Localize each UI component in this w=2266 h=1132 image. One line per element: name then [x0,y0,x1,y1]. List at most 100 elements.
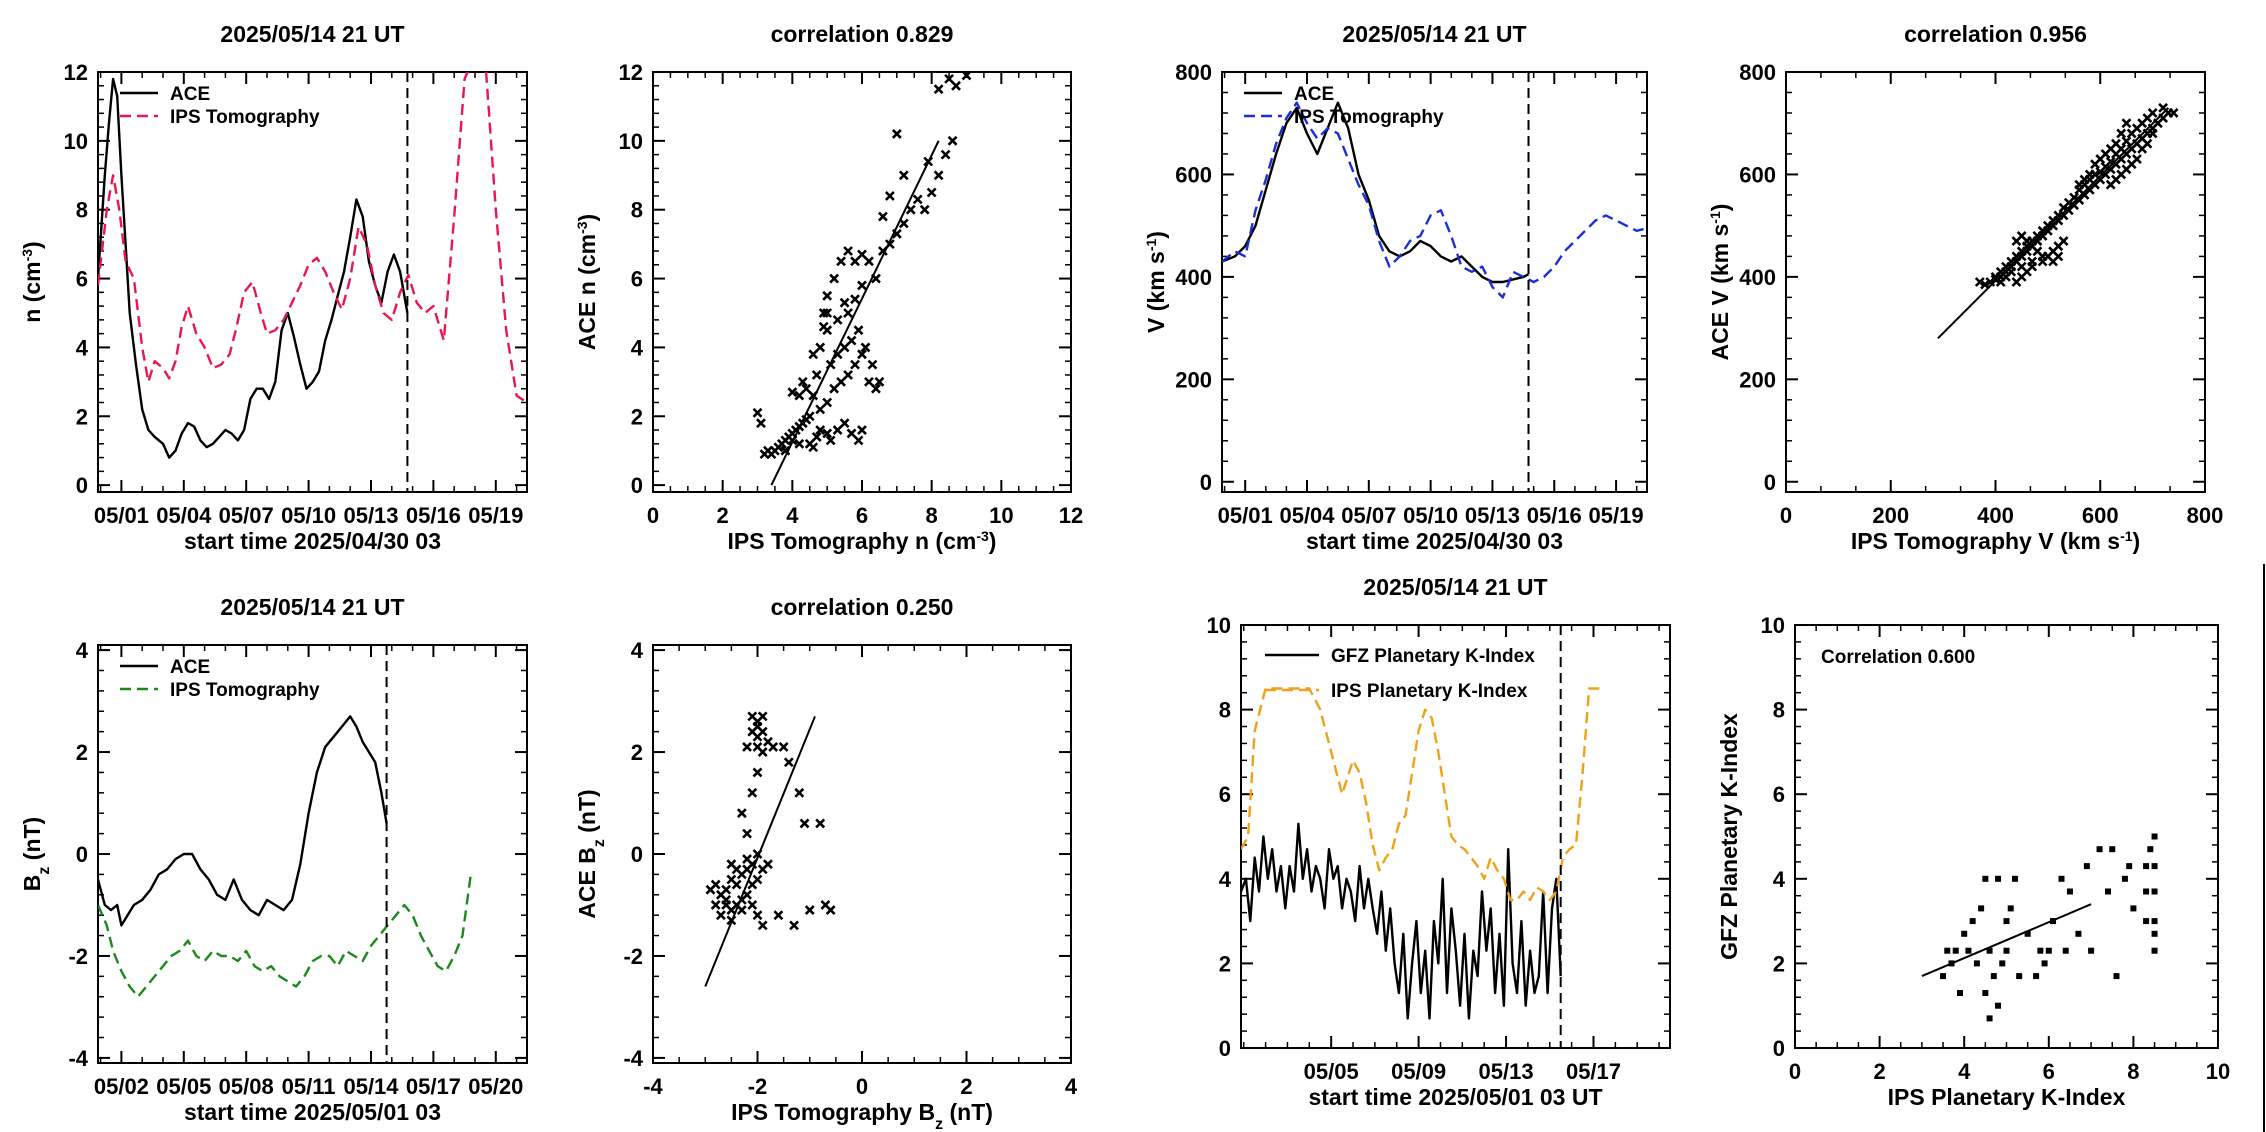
legend-label-1: ACE [1294,84,1334,105]
scatter-point [2151,833,2158,840]
scatter-point [2003,947,2010,954]
scatter-point [794,390,805,401]
y-tick-label: 4 [76,638,89,663]
x-tick-label: -2 [748,1074,768,1099]
scatter-point [850,294,860,305]
scatter-point [905,204,916,215]
scatter-point [822,290,833,301]
scatter-point [2130,905,2137,912]
scatter-point [757,747,768,757]
scatter-point [2121,136,2132,147]
scatter-point [1956,990,1963,997]
scatter-point [2066,888,2073,895]
x-tick-label: 05/13 [343,503,398,528]
scatter-point [752,874,763,885]
scatter-point [2121,118,2132,129]
scatter-point [780,445,791,456]
scatter-point [2116,128,2127,139]
y-tick-label: 0 [1219,1036,1231,1061]
legend-label-2: IPS Planetary K-Index [1331,681,1528,702]
scatter-point [783,757,794,768]
scatter-point [2033,973,2040,980]
y-tick-label: -2 [623,944,643,969]
scatter-point [752,767,763,778]
scatter-point [736,808,747,819]
scatter-point [2126,128,2137,139]
series-line-2 [1222,101,1647,299]
scatter-point [2045,947,2052,954]
y-tick-label: 0 [1773,1036,1785,1061]
scatter-point [2083,863,2090,870]
scatter-point [829,273,840,284]
scatter-point [757,711,768,722]
scatter-point [860,342,871,353]
scatter-point [742,864,752,875]
plot-area [98,72,527,459]
x-tick-label: 05/05 [156,1074,211,1099]
x-tick-label: 05/02 [94,1074,149,1099]
scatter-point [2007,905,2014,912]
scatter-point [811,431,822,442]
x-axis-label: IPS Tomography V (km s-1) [1851,528,2140,554]
y-axis-label: ACE V (km s-1) [1707,204,1733,361]
panel-8: 0 2 4 6 8 10 0 2 4 6 8 10 IPS Planetary K-Index GFZ P… [1716,613,2230,1110]
scatter-point [716,910,726,921]
scatter-point [742,828,752,839]
y-tick-label: 4 [1773,867,1786,892]
fit-line [704,715,816,987]
correlation-annotation: Correlation 0.600 [1821,647,1975,668]
series-line-2 [98,874,472,998]
x-tick-label: 05/16 [1527,503,1582,528]
plot-frame [652,644,1072,1064]
scatter-point [797,376,808,387]
scatter-point [898,218,909,229]
scatter-point [808,349,819,360]
y-tick-label: 6 [76,267,88,292]
scatter-point [1982,875,1989,882]
x-tick-label: 2 [717,503,729,528]
y-tick-label: 10 [619,129,643,154]
scatter-point [721,894,732,905]
scatter-point [794,787,805,798]
y-tick-label: 800 [1175,60,1212,85]
x-tick-label: 05/20 [468,1074,523,1099]
panel-5: 2025/05/14 21 UT 05/02 05/05 05/08 05/11 05/1… [19,594,528,1125]
y-tick-label: 8 [1219,698,1231,723]
plot-frame [1240,624,1671,1049]
x-tick-label: 05/01 [94,503,149,528]
scatter-point [2168,108,2179,118]
scatter-point [2151,863,2158,870]
panel-7: 2025/05/14 21 UT 05/05 05/09 05/13 05/17 0 2 4 6… [1207,574,1671,1110]
y-tick-label: 2 [1219,951,1231,976]
fit-line [1921,903,2092,978]
x-axis-label: IPS Planetary K-Index [1888,1084,2126,1110]
scatter-point [2037,947,2044,954]
scatter-point [818,321,829,332]
y-tick-label: 0 [76,842,88,867]
scatter-point [822,308,833,318]
y-tick-label: 200 [1175,367,1212,392]
y-tick-label: 4 [76,335,89,360]
x-tick-label: 8 [2127,1059,2139,1084]
y-axis-label: ACE Bz (nT) [574,789,608,918]
scatter-point [756,418,766,429]
x-tick-label: 0 [647,503,659,528]
scatter-point [763,445,773,456]
scatter-point [2024,930,2031,937]
y-tick-label: 2 [631,740,643,765]
scatter-point [2088,947,2095,954]
scatter-point [884,191,895,201]
plot-area [1937,102,2179,340]
scatter-point [961,72,972,81]
x-tick-label: 05/07 [219,503,274,528]
scatter-point [2041,960,2048,967]
scatter-point [1995,1002,2002,1009]
scatter-point [2147,128,2158,139]
scatter-point [2003,918,2010,925]
scatter-point [2011,875,2018,882]
scatter-point [742,742,752,752]
plot-frame [97,71,528,493]
scatter-point [1999,960,2006,967]
scatter-point [815,342,826,353]
panel-4: correlation 0.956 0 200 400 600 800 0 200 400 600… [1707,21,2223,554]
